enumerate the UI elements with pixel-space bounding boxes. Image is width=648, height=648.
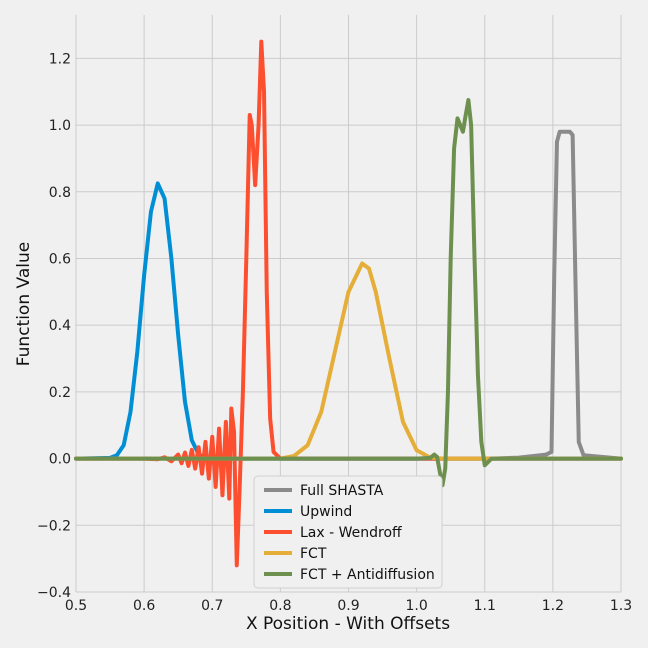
legend-box [253, 475, 443, 589]
x-tick-label: 0.9 [337, 598, 359, 614]
legend-label: FCT [300, 546, 327, 562]
y-tick-labels: −0.4 −0.2 0.0 0.2 0.4 0.6 0.8 1.0 1.2 [37, 51, 71, 601]
x-tick-label: 0.6 [133, 598, 155, 614]
series-line-fct-antidiffusion [74, 98, 623, 488]
x-tick-label: 1.2 [542, 598, 564, 614]
y-tick-label: −0.2 [37, 518, 71, 534]
x-tick-label: 0.5 [65, 598, 87, 614]
x-tick-label: 0.7 [201, 598, 223, 614]
y-tick-label: 0.2 [49, 385, 71, 401]
y-tick-label: 0.4 [49, 318, 71, 334]
y-tick-label: 0.0 [49, 452, 71, 468]
x-tick-labels: 0.5 0.6 0.7 0.8 0.9 1.0 1.1 1.2 1.3 [65, 598, 632, 614]
y-tick-label: 0.8 [49, 185, 71, 201]
x-tick-label: 0.8 [269, 598, 291, 614]
legend: Full SHASTA Upwind Lax - Wendroff FCT FCT + … [253, 475, 443, 589]
legend-label: FCT + Antidiffusion [300, 567, 435, 583]
y-axis-label: Function Value [14, 242, 34, 366]
series-lines [74, 39, 623, 568]
x-tick-label: 1.0 [405, 598, 427, 614]
x-axis-label: X Position - With Offsets [246, 614, 450, 634]
legend-label: Upwind [300, 504, 352, 520]
legend-label: Full SHASTA [300, 483, 384, 499]
series-line-fct [74, 261, 623, 461]
y-tick-label: −0.4 [37, 585, 71, 601]
y-tick-label: 0.6 [49, 251, 71, 267]
x-tick-label: 1.3 [610, 598, 632, 614]
legend-label: Lax - Wendroff [300, 525, 402, 541]
x-tick-label: 1.1 [474, 598, 496, 614]
y-tick-label: 1.0 [49, 118, 71, 134]
y-tick-label: 1.2 [49, 51, 71, 67]
